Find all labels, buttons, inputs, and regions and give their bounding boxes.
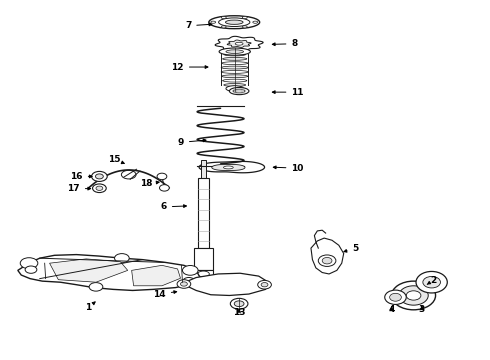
Text: 7: 7 [185,21,212,30]
Text: 10: 10 [273,164,304,173]
Text: 3: 3 [419,305,425,314]
Bar [198,178,209,248]
Ellipse shape [183,278,195,285]
Ellipse shape [221,17,226,19]
Ellipse shape [92,171,107,181]
Ellipse shape [177,280,191,288]
Ellipse shape [182,265,198,275]
Polygon shape [311,238,343,274]
Ellipse shape [89,283,103,291]
Ellipse shape [385,290,406,305]
Ellipse shape [222,57,247,60]
Text: 17: 17 [67,184,91,193]
Ellipse shape [157,173,167,180]
Ellipse shape [223,166,233,169]
Ellipse shape [233,89,245,93]
Ellipse shape [211,21,216,23]
Polygon shape [182,273,269,296]
Ellipse shape [180,282,187,286]
Ellipse shape [226,50,244,53]
Text: 12: 12 [172,63,208,72]
Text: 15: 15 [108,155,124,164]
Polygon shape [215,36,263,51]
Bar [194,270,213,284]
Text: 9: 9 [177,138,206,147]
Text: 18: 18 [140,179,159,188]
Text: 11: 11 [272,87,304,96]
Ellipse shape [224,53,245,56]
Ellipse shape [96,186,103,190]
Ellipse shape [224,84,245,86]
Ellipse shape [226,86,244,91]
Ellipse shape [25,266,37,273]
Polygon shape [227,40,251,48]
Ellipse shape [230,298,248,309]
Ellipse shape [258,280,271,289]
Text: 16: 16 [70,172,92,181]
Ellipse shape [318,255,336,266]
Ellipse shape [261,283,268,287]
Ellipse shape [221,75,248,78]
Ellipse shape [390,293,401,301]
Ellipse shape [416,271,447,293]
Text: 14: 14 [153,289,177,298]
Ellipse shape [322,257,332,264]
Bar [194,248,213,270]
Text: 1: 1 [86,302,95,312]
Text: 13: 13 [233,308,245,317]
Ellipse shape [209,16,260,29]
Ellipse shape [221,71,248,73]
Ellipse shape [253,21,258,23]
Ellipse shape [399,286,428,305]
Ellipse shape [115,253,129,263]
Ellipse shape [222,79,247,82]
Text: 6: 6 [161,202,186,211]
Ellipse shape [229,87,249,95]
Ellipse shape [243,17,247,19]
Ellipse shape [406,291,421,300]
Ellipse shape [20,258,38,269]
Text: 8: 8 [272,39,297,48]
Text: 5: 5 [344,244,359,253]
Polygon shape [132,265,180,286]
Ellipse shape [159,185,169,191]
Ellipse shape [221,26,226,28]
Ellipse shape [197,271,209,277]
Polygon shape [49,259,128,282]
Text: 2: 2 [427,276,436,285]
Ellipse shape [225,20,243,24]
Ellipse shape [235,42,243,45]
Ellipse shape [221,62,248,65]
Ellipse shape [234,301,244,307]
Polygon shape [212,165,245,170]
Ellipse shape [423,276,441,288]
Bar [201,160,206,182]
Polygon shape [18,255,200,291]
Ellipse shape [221,66,248,69]
Ellipse shape [219,48,250,55]
Polygon shape [199,161,265,173]
Text: 4: 4 [389,305,395,314]
Ellipse shape [392,281,436,310]
Ellipse shape [96,174,103,179]
Ellipse shape [219,18,250,27]
Ellipse shape [243,26,247,28]
Ellipse shape [93,184,106,193]
